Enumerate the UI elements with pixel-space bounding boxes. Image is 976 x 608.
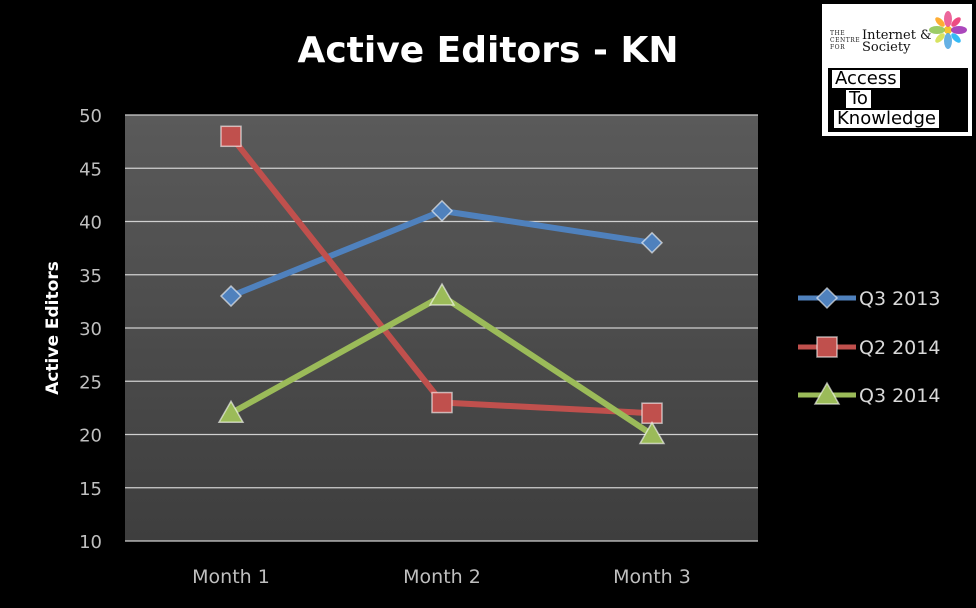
legend-marker [815,286,839,310]
x-tick-label: Month 2 [403,566,481,588]
x-tick-label: Month 3 [613,566,691,588]
access-to-knowledge-logo: THE CENTRE FOR Internet & Society Access… [822,4,972,136]
y-tick-label: 45 [79,159,102,180]
legend-item: Q3 2014 [798,381,940,407]
legend-marker [813,381,841,405]
y-tick-label: 40 [79,213,102,234]
data-point-triangle [638,420,666,445]
data-point-diamond [640,231,664,254]
y-tick-label: 25 [79,372,102,393]
y-axis-ticks: 10 15 20 25 30 35 40 45 50 [79,106,102,553]
logo-org-text: Internet & Society [862,28,932,55]
logo-small-text: THE CENTRE FOR [830,30,861,51]
legend-label: Q2 2014 [859,337,940,359]
y-tick-label: 30 [79,319,102,340]
legend-item: Q2 2014 [798,336,940,359]
logo-line-knowledge: Knowledge [834,110,939,128]
data-point-diamond [219,284,243,308]
data-point-triangle [428,282,456,306]
y-tick-label: 50 [79,106,102,127]
y-axis-label: Active Editors [43,261,63,395]
data-point-triangle [217,399,245,423]
legend-item: Q3 2013 [798,286,940,310]
y-tick-label: 10 [79,532,102,553]
data-point-square [220,125,242,148]
legend-marker [816,336,838,358]
data-point-square [641,402,663,424]
x-axis-ticks: Month 1 Month 2 Month 3 [192,566,691,588]
data-point-square [431,391,453,414]
logo-line-access: Access [832,70,900,88]
x-tick-label: Month 1 [192,566,270,588]
legend: Q3 2013 Q2 2014 Q3 2014 [798,286,940,407]
y-tick-label: 15 [79,479,102,500]
gridlines [125,114,758,542]
legend-label: Q3 2013 [859,288,940,310]
flower-logo-icon [929,11,967,49]
chart-title: Active Editors - KN [297,30,679,71]
legend-label: Q3 2014 [859,385,940,407]
logo-line-to: To [846,90,871,108]
y-tick-label: 20 [79,426,102,447]
y-tick-label: 35 [79,266,102,287]
series-markers [217,125,666,445]
data-point-diamond [430,199,454,222]
